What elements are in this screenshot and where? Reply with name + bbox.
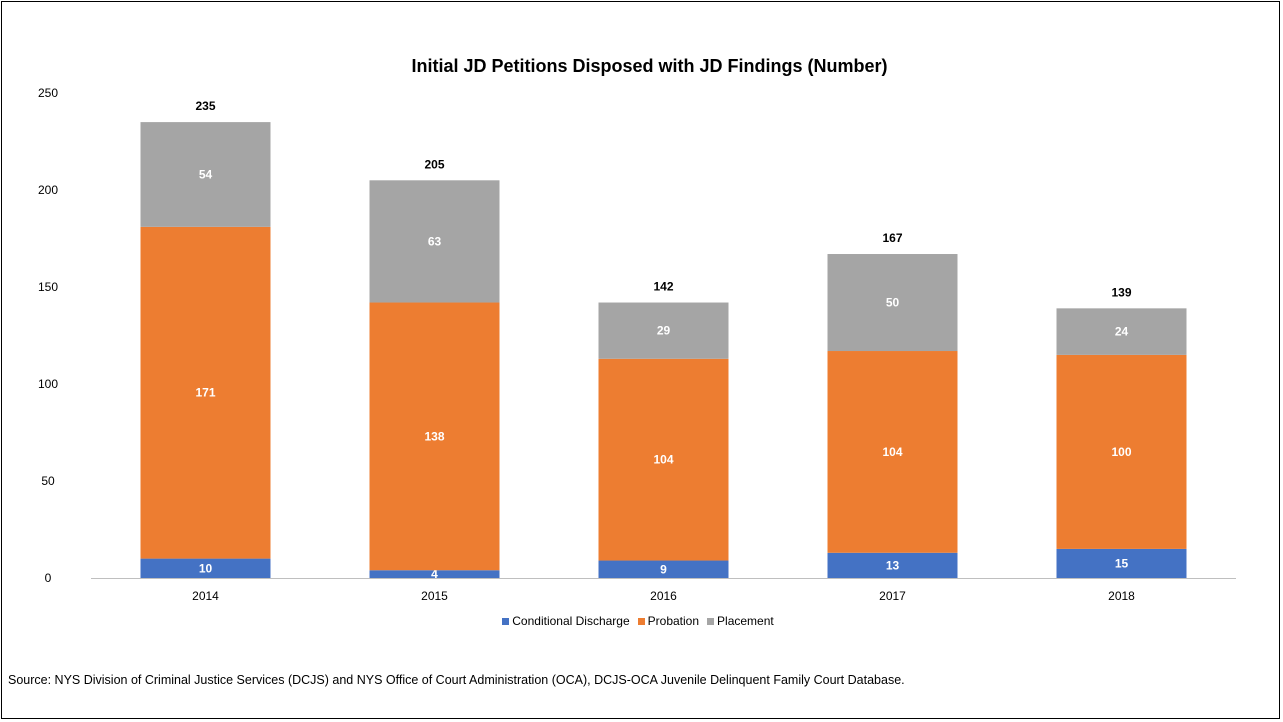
data-label: 63	[428, 234, 442, 248]
total-label: 235	[195, 99, 215, 113]
legend-swatch	[502, 617, 510, 625]
x-tick-label: 2017	[879, 589, 906, 603]
bar-segment-placement	[140, 122, 271, 227]
data-label: 24	[1115, 325, 1129, 339]
data-label: 138	[424, 429, 444, 443]
source-note: Source: NYS Division of Criminal Justice…	[8, 673, 905, 687]
total-label: 167	[882, 231, 902, 245]
x-tick-label: 2015	[421, 589, 448, 603]
y-tick-label: 250	[38, 86, 58, 100]
legend-swatch	[637, 617, 645, 625]
data-label: 104	[653, 453, 673, 467]
data-label: 54	[199, 167, 213, 181]
data-label: 15	[1115, 556, 1129, 570]
x-tick-label: 2018	[1108, 589, 1135, 603]
bar-segment-conditional-discharge	[827, 552, 958, 578]
data-label: 100	[1111, 445, 1131, 459]
legend-swatch	[707, 617, 715, 625]
legend-item: Placement	[707, 614, 774, 628]
y-tick-label: 50	[41, 474, 55, 488]
x-tick-label: 2016	[650, 589, 677, 603]
bar-segment-conditional-discharge	[369, 570, 500, 578]
y-tick-label: 200	[38, 183, 58, 197]
bar-segment-placement	[1056, 308, 1187, 355]
bar-segment-conditional-discharge	[140, 558, 271, 578]
bar-segment-conditional-discharge	[1056, 548, 1187, 578]
bar-segment-probation	[140, 226, 271, 559]
data-label: 13	[886, 558, 900, 572]
data-label: 104	[882, 445, 902, 459]
data-label: 50	[886, 296, 900, 310]
legend-item: Conditional Discharge	[502, 614, 630, 628]
data-label: 29	[657, 324, 671, 338]
bar-segment-probation	[827, 351, 958, 553]
x-tick-label: 2014	[192, 589, 219, 603]
legend-item: Probation	[637, 614, 700, 628]
total-label: 139	[1111, 285, 1131, 299]
legend-label: Conditional Discharge	[512, 614, 630, 628]
bar-segment-probation	[1056, 354, 1187, 549]
total-label: 205	[424, 157, 444, 171]
chart-title: Initial JD Petitions Disposed with JD Fi…	[411, 56, 888, 76]
chart-legend: Conditional Discharge Probation Placement	[0, 614, 1276, 628]
data-label: 171	[195, 386, 215, 400]
y-tick-label: 150	[38, 280, 58, 294]
legend-label: Probation	[647, 614, 700, 628]
bar-segment-conditional-discharge	[598, 560, 729, 578]
total-label: 142	[653, 280, 673, 294]
legend-label: Placement	[717, 614, 774, 628]
y-tick-label: 100	[38, 377, 58, 391]
data-label: 10	[199, 561, 213, 575]
bar-segment-probation	[598, 358, 729, 561]
data-label: 4	[431, 567, 438, 581]
bar-segment-placement	[369, 180, 500, 303]
data-label: 9	[660, 562, 667, 576]
bar-segment-placement	[827, 254, 958, 352]
y-tick-label: 0	[45, 571, 52, 585]
bar-segment-placement	[598, 302, 729, 359]
bar-segment-probation	[369, 302, 500, 571]
